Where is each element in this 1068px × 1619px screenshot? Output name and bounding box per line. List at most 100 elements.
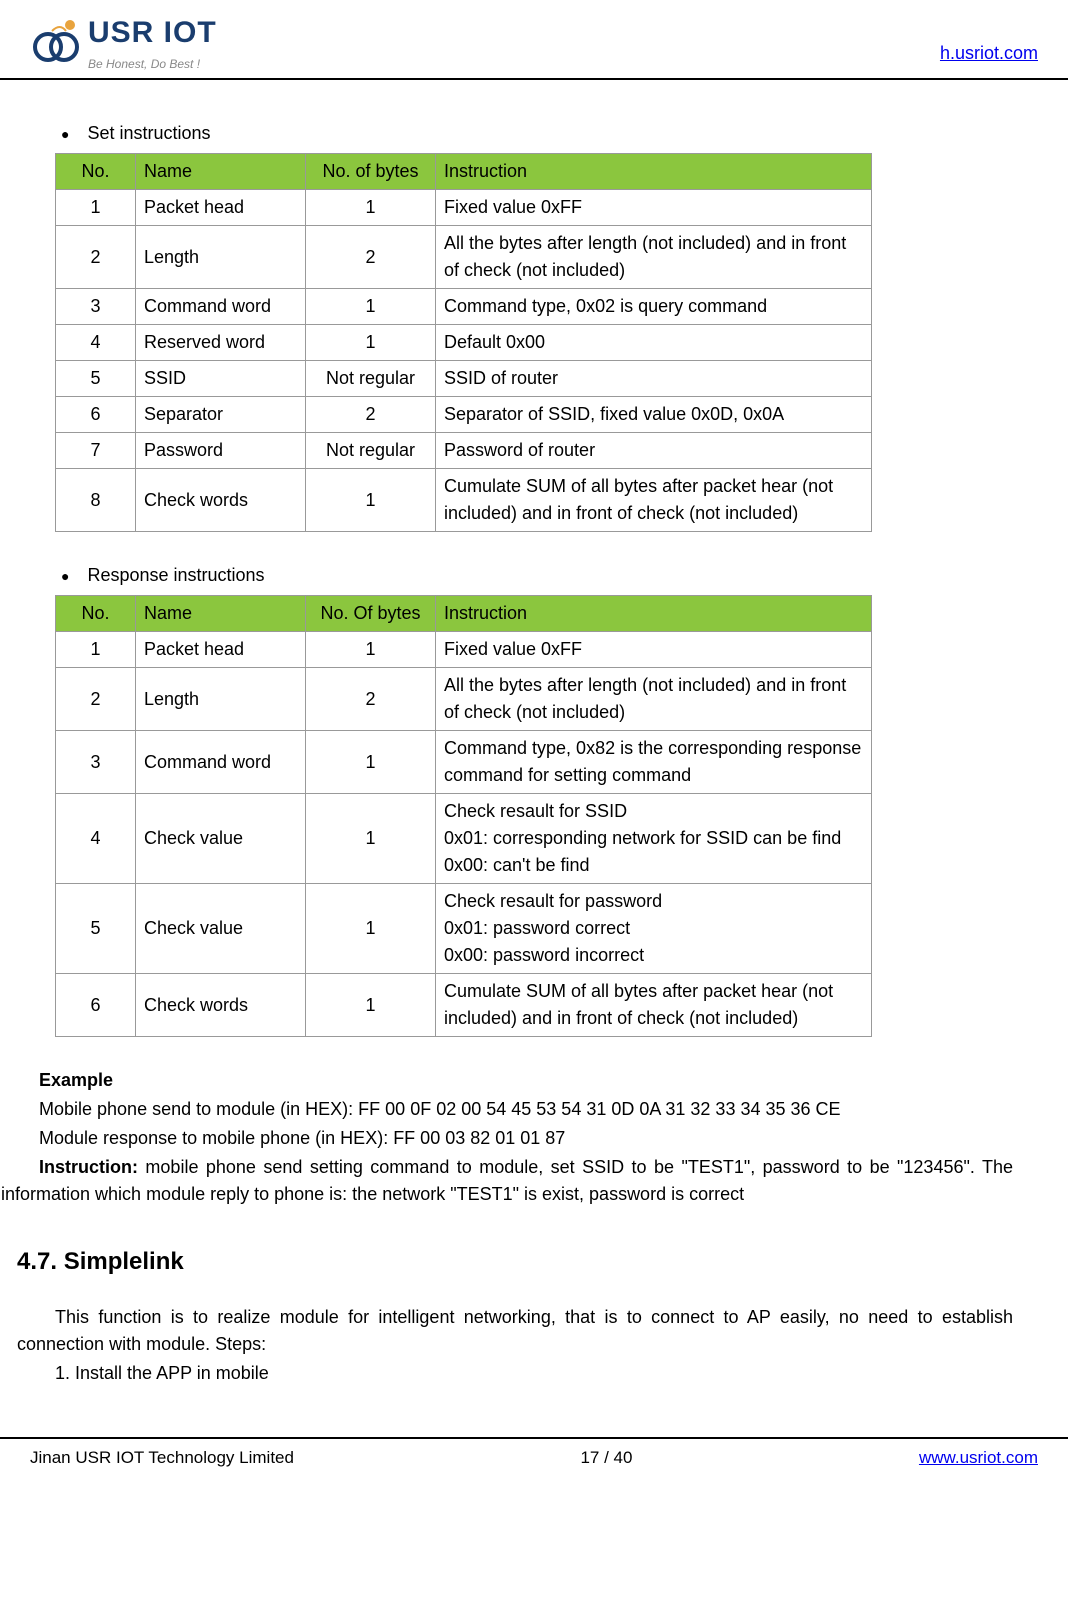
footer-link[interactable]: www.usriot.com [919, 1445, 1038, 1471]
table-row: 4Reserved word1Default 0x00 [56, 325, 872, 361]
table-cell: Packet head [136, 190, 306, 226]
table-cell: Reserved word [136, 325, 306, 361]
section-title: Response instructions [87, 562, 264, 589]
bullet-icon: ● [61, 124, 69, 145]
instruction-label: Instruction: [39, 1157, 138, 1177]
table-cell: Command word [136, 289, 306, 325]
table-cell: Separator [136, 397, 306, 433]
example-block: Example Mobile phone send to module (in … [39, 1067, 1013, 1208]
table-cell: 2 [306, 397, 436, 433]
table-cell: 1 [306, 794, 436, 884]
table-cell: 7 [56, 433, 136, 469]
table-row: 8Check words1Cumulate SUM of all bytes a… [56, 469, 872, 532]
table-row: 5SSIDNot regularSSID of router [56, 361, 872, 397]
table-row: 4Check value1Check resault for SSID0x01:… [56, 794, 872, 884]
footer-company: Jinan USR IOT Technology Limited [30, 1445, 294, 1471]
table-cell: 5 [56, 361, 136, 397]
table-row: 3Command word1Command type, 0x82 is the … [56, 731, 872, 794]
logo-slogan: Be Honest, Do Best ! [88, 55, 217, 73]
table-cell: 8 [56, 469, 136, 532]
table-cell: Cumulate SUM of all bytes after packet h… [436, 974, 872, 1037]
table-cell: Check words [136, 469, 306, 532]
table-cell: 2 [306, 226, 436, 289]
table-row: 3Command word1Command type, 0x02 is quer… [56, 289, 872, 325]
table-cell: SSID [136, 361, 306, 397]
example-title: Example [39, 1067, 1013, 1094]
page-footer: Jinan USR IOT Technology Limited 17 / 40… [0, 1437, 1068, 1477]
table-cell: Default 0x00 [436, 325, 872, 361]
table-header-row: No. Name No. of bytes Instruction [56, 154, 872, 190]
table-cell: Command type, 0x02 is query command [436, 289, 872, 325]
th-no: No. [56, 596, 136, 632]
main-content: ● Set instructions No. Name No. of bytes… [0, 80, 1068, 1407]
table-cell: 2 [56, 668, 136, 731]
table-row: 2Length2All the bytes after length (not … [56, 226, 872, 289]
table-cell: Fixed value 0xFF [436, 190, 872, 226]
logo-text: USR IOT Be Honest, Do Best ! [88, 10, 217, 73]
table-cell: Not regular [306, 433, 436, 469]
logo-icon [30, 17, 80, 67]
table-cell: Check resault for SSID0x01: correspondin… [436, 794, 872, 884]
table-cell: Check words [136, 974, 306, 1037]
table-cell: 1 [306, 289, 436, 325]
table-cell: Cumulate SUM of all bytes after packet h… [436, 469, 872, 532]
section-heading: 4.7. Simplelink [17, 1244, 1013, 1280]
table-cell: 4 [56, 794, 136, 884]
table-cell: Fixed value 0xFF [436, 632, 872, 668]
instruction-line: Instruction: mobile phone send setting c… [1, 1154, 1013, 1208]
bullet-item: ● Set instructions [55, 120, 1013, 147]
step-line: 1. Install the APP in mobile [55, 1360, 1013, 1387]
table-cell: 6 [56, 397, 136, 433]
table-cell: 1 [306, 325, 436, 361]
instruction-text: mobile phone send setting command to mod… [1, 1157, 1013, 1204]
th-instr: Instruction [436, 154, 872, 190]
table-row: 2Length2All the bytes after length (not … [56, 668, 872, 731]
table-cell: 5 [56, 884, 136, 974]
th-no: No. [56, 154, 136, 190]
th-name: Name [136, 154, 306, 190]
table-cell: Check value [136, 794, 306, 884]
table-cell: All the bytes after length (not included… [436, 668, 872, 731]
table-cell: Length [136, 668, 306, 731]
table-cell: 1 [306, 884, 436, 974]
table-cell: SSID of router [436, 361, 872, 397]
table-cell: 1 [306, 632, 436, 668]
th-bytes: No. of bytes [306, 154, 436, 190]
table-cell: 3 [56, 289, 136, 325]
table-cell: 2 [56, 226, 136, 289]
table-row: 1Packet head1Fixed value 0xFF [56, 190, 872, 226]
logo-title: USR IOT [88, 10, 217, 55]
table-row: 6Check words1Cumulate SUM of all bytes a… [56, 974, 872, 1037]
table-cell: Not regular [306, 361, 436, 397]
header-link[interactable]: h.usriot.com [940, 40, 1038, 67]
th-name: Name [136, 596, 306, 632]
table-cell: 1 [56, 190, 136, 226]
bullet-item: ● Response instructions [55, 562, 1013, 589]
table-row: 1Packet head1Fixed value 0xFF [56, 632, 872, 668]
table-row: 7PasswordNot regularPassword of router [56, 433, 872, 469]
table-cell: 1 [306, 469, 436, 532]
table-cell: Command word [136, 731, 306, 794]
table-cell: Command type, 0x82 is the corresponding … [436, 731, 872, 794]
th-bytes: No. Of bytes [306, 596, 436, 632]
simplelink-block: This function is to realize module for i… [17, 1304, 1013, 1387]
set-instructions-table: No. Name No. of bytes Instruction 1Packe… [55, 153, 872, 532]
table-cell: 1 [306, 974, 436, 1037]
th-instr: Instruction [436, 596, 872, 632]
table-cell: Length [136, 226, 306, 289]
example-line: Module response to mobile phone (in HEX)… [39, 1125, 1013, 1152]
table-cell: Check value [136, 884, 306, 974]
example-line: Mobile phone send to module (in HEX): FF… [39, 1096, 1013, 1123]
table-cell: Password of router [436, 433, 872, 469]
body-paragraph: This function is to realize module for i… [17, 1304, 1013, 1358]
table-header-row: No. Name No. Of bytes Instruction [56, 596, 872, 632]
footer-page: 17 / 40 [580, 1445, 632, 1471]
bullet-icon: ● [61, 566, 69, 587]
table-cell: Separator of SSID, fixed value 0x0D, 0x0… [436, 397, 872, 433]
table-cell: All the bytes after length (not included… [436, 226, 872, 289]
para-text: This function is to realize module for i… [17, 1307, 1013, 1354]
table-cell: Check resault for password0x01: password… [436, 884, 872, 974]
table-row: 6Separator2Separator of SSID, fixed valu… [56, 397, 872, 433]
table-cell: 1 [306, 190, 436, 226]
table-cell: 3 [56, 731, 136, 794]
